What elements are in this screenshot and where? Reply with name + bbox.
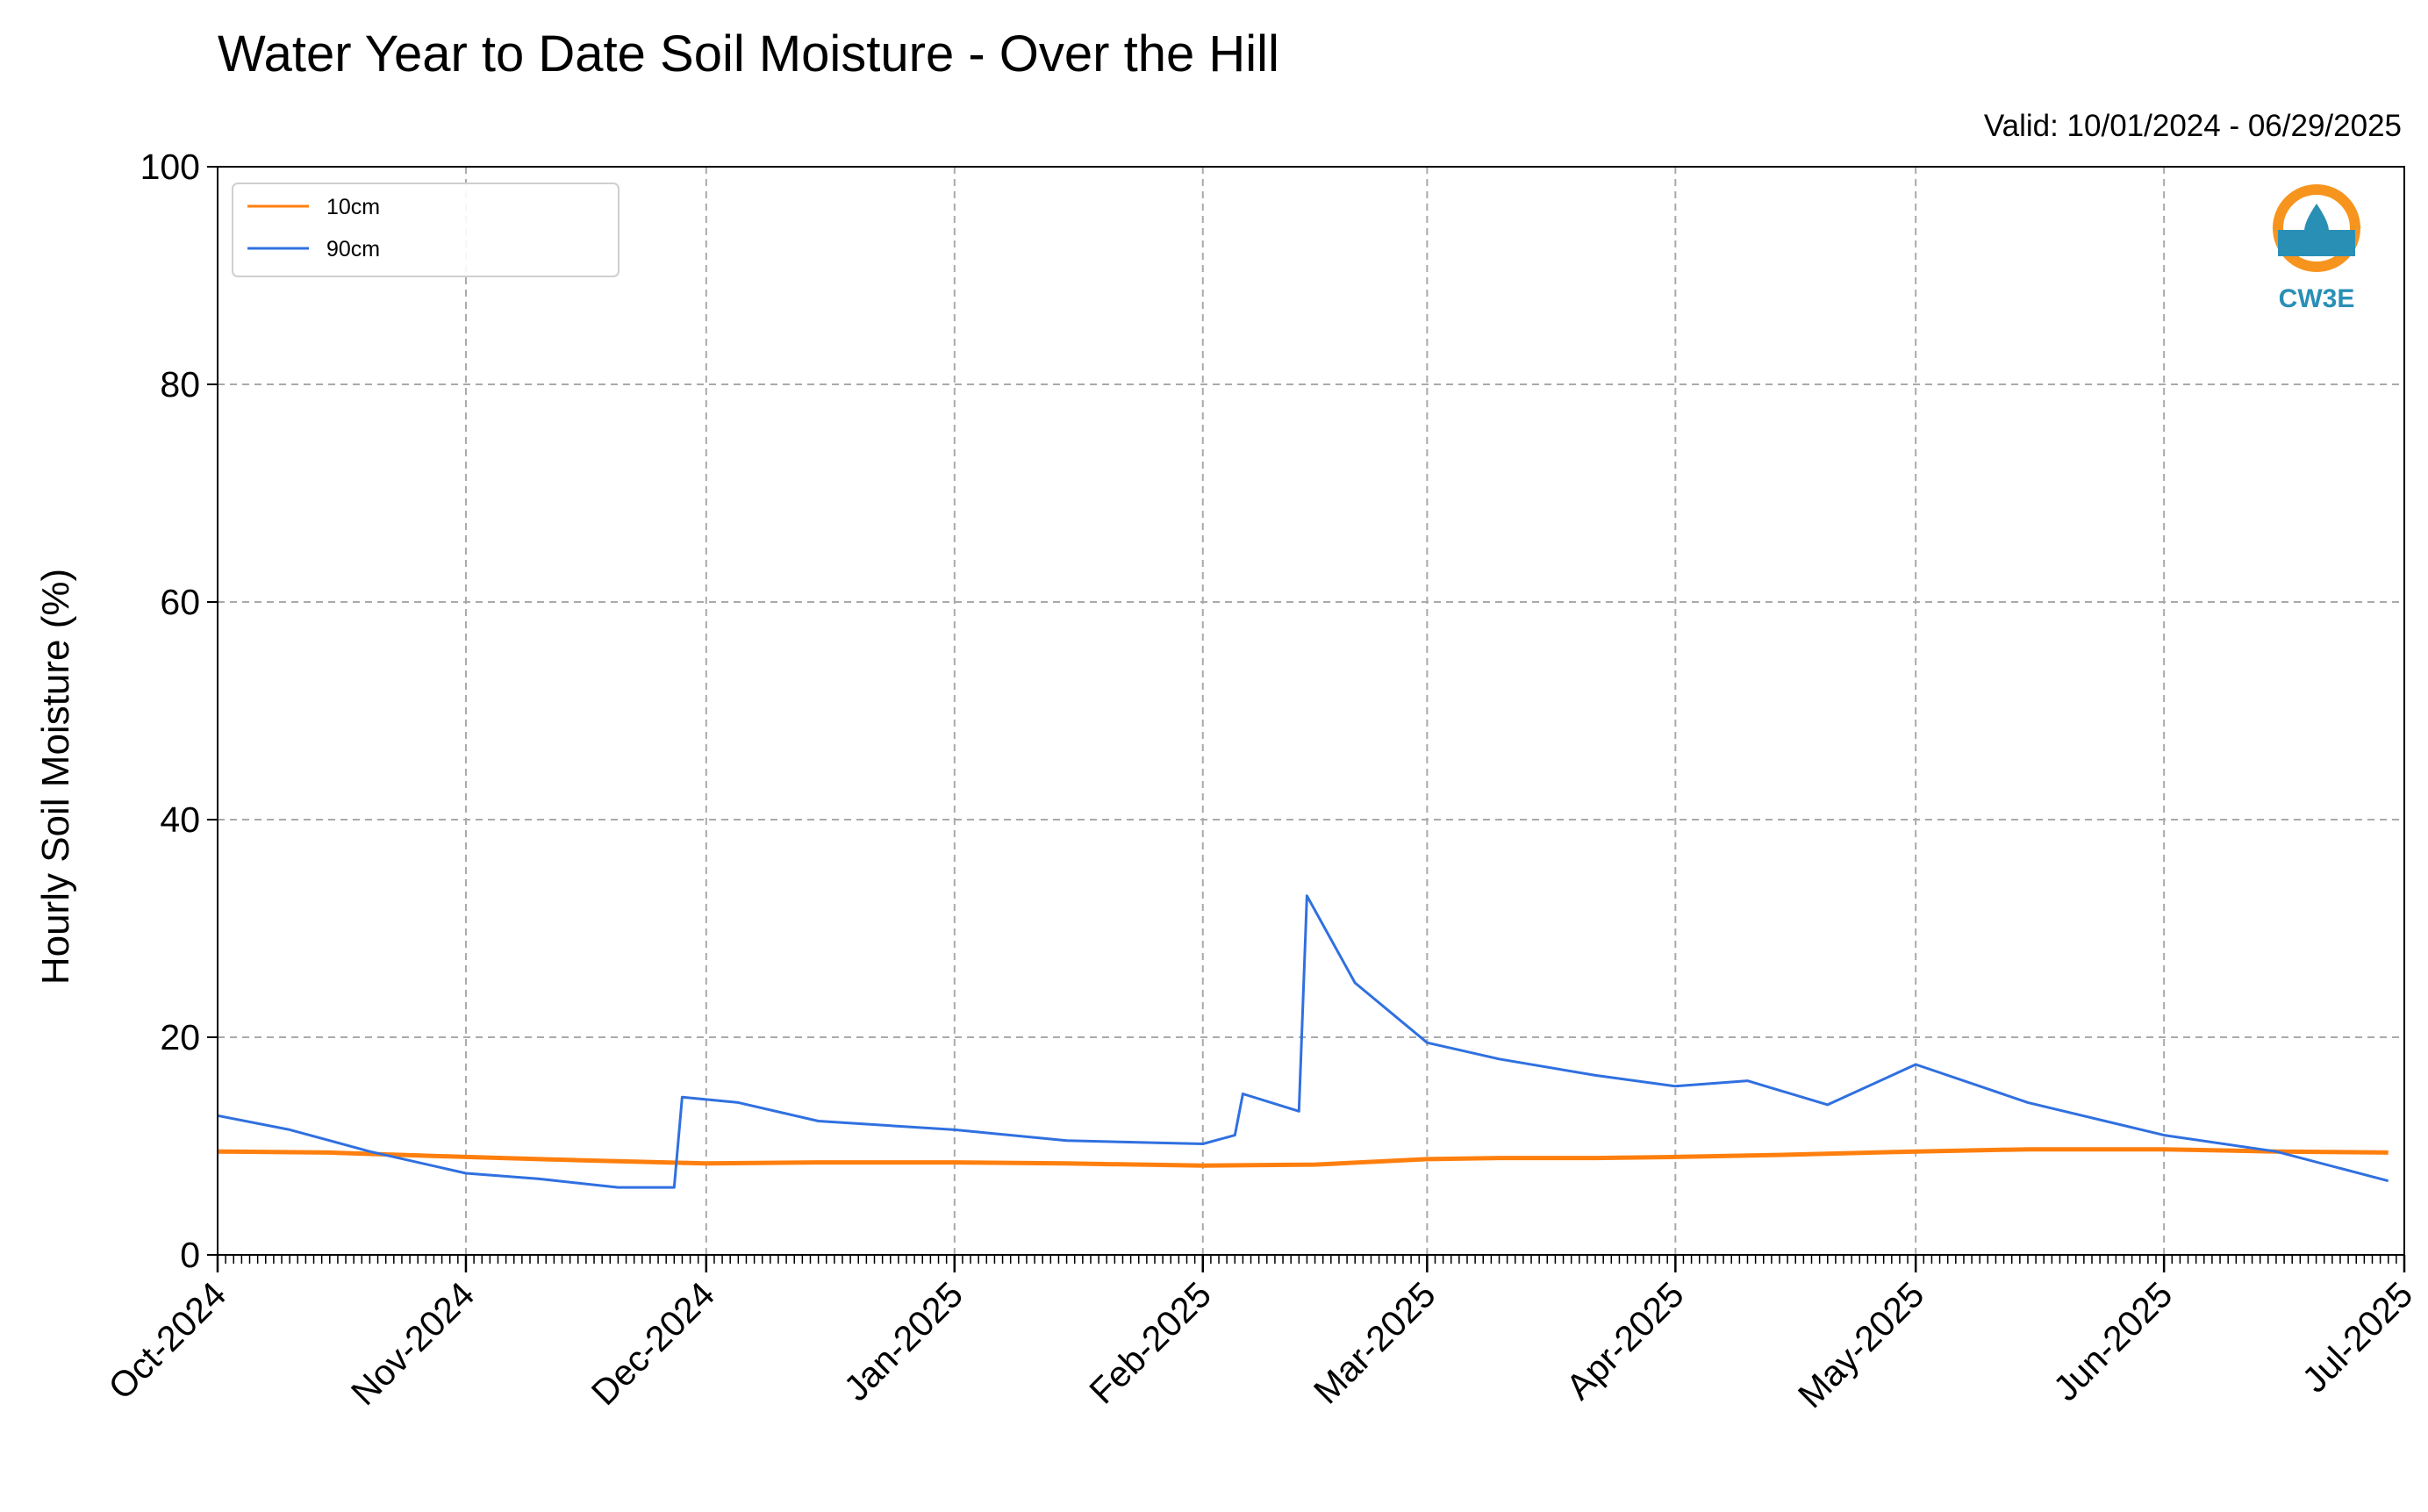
y-tick-label: 100 [140, 147, 200, 187]
logo-text: CW3E [2279, 284, 2355, 313]
x-tick-label: Feb-2025 [1081, 1274, 1219, 1412]
legend-box [232, 183, 620, 277]
series-lines [217, 894, 2389, 1189]
x-tick-label: Apr-2025 [1558, 1274, 1692, 1408]
cw3e-logo: CW3E [2273, 184, 2360, 313]
x-axis: Oct-2024 Nov-2024 Dec-2024 Jan-2025 Feb-2025… [101, 1255, 2421, 1415]
y-axis-label: Hourly Soil Moisture (%) [34, 569, 77, 985]
legend: 10cm 90cm [232, 183, 620, 277]
plot-frame [217, 166, 2405, 1256]
y-tick-label: 80 [160, 364, 200, 405]
chart-title: Water Year to Date Soil Moisture - Over … [218, 25, 1279, 82]
y-tick-label: 60 [160, 582, 200, 622]
x-tick-label: Jun-2025 [2045, 1274, 2180, 1408]
water-drop-icon [2304, 204, 2329, 244]
y-axis: 0 20 40 60 80 100 [140, 147, 218, 1275]
y-tick-label: 0 [180, 1235, 200, 1275]
series-line-10cm [217, 1147, 2389, 1168]
x-tick-label: May-2025 [1790, 1274, 1931, 1415]
y-tick-label: 20 [160, 1017, 200, 1057]
y-tick-label: 40 [160, 799, 200, 840]
valid-date-range: Valid: 10/01/2024 - 06/29/2025 [1983, 109, 2402, 143]
legend-label-10cm: 10cm [326, 195, 380, 219]
legend-label-90cm: 90cm [326, 237, 380, 262]
x-tick-label: Jan-2025 [836, 1274, 970, 1408]
logo-ring [2273, 184, 2360, 272]
x-tick-label: Jul-2025 [2295, 1274, 2421, 1401]
x-tick-label: Dec-2024 [584, 1274, 722, 1413]
minor-ticks [217, 1255, 2405, 1264]
x-tick-label: Mar-2025 [1306, 1274, 1443, 1412]
series-line-90cm [217, 894, 2389, 1189]
x-tick-label: Nov-2024 [343, 1274, 482, 1413]
x-tick-label: Oct-2024 [101, 1274, 234, 1408]
grid-lines [218, 167, 2404, 1255]
